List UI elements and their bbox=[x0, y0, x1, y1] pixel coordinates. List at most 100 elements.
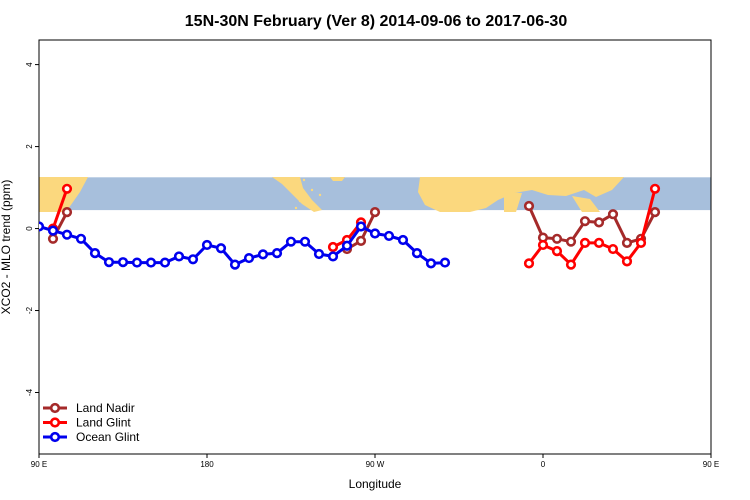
data-point-2-0-25 bbox=[383, 230, 395, 242]
data-point-2-0-16 bbox=[257, 249, 269, 260]
map-land-5 bbox=[572, 196, 600, 212]
data-point-2-0-11 bbox=[187, 254, 199, 265]
data-point-0-2-9 bbox=[649, 207, 661, 218]
map-island-8 bbox=[554, 178, 558, 182]
data-point-1-2-1 bbox=[537, 239, 549, 251]
data-point-2-0-12 bbox=[201, 239, 213, 251]
legend-item-1: Land Glint bbox=[43, 416, 131, 430]
map-island-6 bbox=[516, 181, 520, 185]
data-point-1-2-9 bbox=[649, 183, 661, 194]
map-land-3 bbox=[418, 177, 624, 212]
data-point-1-2-0 bbox=[523, 258, 535, 269]
data-point-0-1-1 bbox=[355, 235, 367, 246]
series-line-0-2 bbox=[527, 205, 657, 245]
data-point-2-0-26 bbox=[397, 234, 409, 246]
data-point-1-2-5 bbox=[593, 237, 605, 249]
x-tick-label-1: 180 bbox=[200, 460, 214, 469]
map-island-2 bbox=[318, 193, 322, 197]
data-point-0-2-2 bbox=[551, 233, 563, 244]
data-point-2-0-7 bbox=[131, 257, 143, 268]
data-point-2-0-9 bbox=[159, 257, 171, 268]
data-point-2-0-19 bbox=[299, 236, 311, 247]
legend-swatch-marker-1 bbox=[49, 417, 61, 428]
data-point-2-0-4 bbox=[89, 248, 101, 259]
data-point-2-0-27 bbox=[411, 248, 423, 259]
data-point-2-0-14 bbox=[229, 259, 241, 270]
data-point-2-0-18 bbox=[285, 236, 297, 247]
map-island-1 bbox=[310, 188, 314, 192]
map-land-1 bbox=[272, 177, 322, 212]
x-axis-label: Longitude bbox=[349, 477, 402, 491]
map-island-9 bbox=[572, 188, 576, 192]
data-point-2-0-10 bbox=[173, 251, 185, 262]
map-island-4 bbox=[294, 206, 298, 210]
data-point-1-2-7 bbox=[621, 256, 633, 267]
data-point-1-2-4 bbox=[579, 237, 591, 249]
data-point-0-2-5 bbox=[593, 217, 605, 228]
data-point-0-2-0 bbox=[523, 200, 535, 212]
legend-swatch-marker-2 bbox=[49, 431, 61, 443]
map-island-3 bbox=[298, 199, 302, 203]
data-point-2-0-3 bbox=[75, 233, 87, 244]
y-tick-label-4: 4 bbox=[25, 62, 34, 67]
data-point-2-0-1 bbox=[47, 225, 59, 236]
y-axis-ticks: -4 -2 0 2 4 bbox=[25, 62, 39, 396]
x-axis-ticks: 90 E 180 90 W 0 90 E bbox=[31, 454, 719, 469]
data-point-2-0-23 bbox=[355, 221, 367, 232]
data-point-2-0-29 bbox=[439, 257, 451, 268]
data-point-0-2-3 bbox=[565, 236, 577, 247]
x-tick-label-3: 0 bbox=[541, 460, 546, 469]
data-point-2-0-21 bbox=[327, 251, 339, 262]
data-point-2-0-22 bbox=[341, 240, 353, 251]
data-point-1-1-0 bbox=[327, 241, 339, 253]
data-point-2-0-6 bbox=[117, 257, 129, 268]
series-line-2-0 bbox=[39, 225, 446, 267]
y-tick-label-1: -2 bbox=[25, 306, 34, 314]
series-line-1-2 bbox=[527, 188, 657, 267]
y-tick-label-0: -4 bbox=[25, 388, 34, 396]
legend-swatch-marker-0 bbox=[49, 402, 61, 414]
x-tick-label-2: 90 W bbox=[366, 460, 385, 469]
x-tick-label-0: 90 E bbox=[31, 460, 47, 469]
map-land-2 bbox=[330, 177, 345, 181]
data-point-1-2-2 bbox=[551, 245, 563, 257]
data-point-2-0-24 bbox=[369, 228, 381, 239]
data-point-1-0-1 bbox=[61, 183, 73, 194]
map-island-0 bbox=[302, 178, 306, 182]
x-tick-label-4: 90 E bbox=[703, 460, 719, 469]
data-point-1-2-3 bbox=[565, 259, 577, 270]
y-tick-label-2: 0 bbox=[25, 226, 34, 231]
data-point-2-0-5 bbox=[103, 257, 115, 268]
plot-area bbox=[39, 183, 661, 270]
data-point-2-0-17 bbox=[271, 248, 283, 259]
data-point-0-0-0 bbox=[47, 233, 59, 244]
data-point-2-0-28 bbox=[425, 258, 437, 269]
series-line-1-0 bbox=[51, 188, 69, 230]
data-point-2-0-13 bbox=[215, 243, 227, 254]
data-point-1-2-6 bbox=[607, 243, 619, 255]
world-map-band bbox=[39, 177, 711, 212]
y-tick-label-3: 2 bbox=[25, 144, 34, 149]
data-point-2-0-15 bbox=[243, 252, 255, 264]
legend-item-0: Land Nadir bbox=[43, 401, 135, 415]
series-ocean-glint bbox=[39, 221, 451, 270]
data-point-0-2-4 bbox=[579, 216, 591, 227]
legend-item-2: Ocean Glint bbox=[43, 430, 140, 444]
data-point-2-0-2 bbox=[61, 229, 73, 240]
legend-label-2: Ocean Glint bbox=[76, 430, 140, 444]
chart-title: 15N-30N February (Ver 8) 2014-09-06 to 2… bbox=[185, 13, 568, 30]
data-point-2-0-8 bbox=[145, 257, 157, 268]
data-point-0-2-7 bbox=[621, 237, 633, 249]
data-point-1-2-8 bbox=[635, 237, 647, 249]
map-land-4 bbox=[504, 192, 522, 212]
data-point-2-0-20 bbox=[313, 248, 325, 260]
map-island-5 bbox=[492, 186, 496, 190]
data-point-0-0-1 bbox=[61, 207, 73, 218]
data-point-2-0-0 bbox=[39, 221, 45, 232]
y-axis-label: XCO2 - MLO trend (ppm) bbox=[0, 180, 13, 315]
series-layer bbox=[39, 183, 661, 270]
legend-label-0: Land Nadir bbox=[76, 401, 135, 415]
legend-label-1: Land Glint bbox=[76, 416, 131, 430]
data-point-0-1-2 bbox=[369, 207, 381, 218]
